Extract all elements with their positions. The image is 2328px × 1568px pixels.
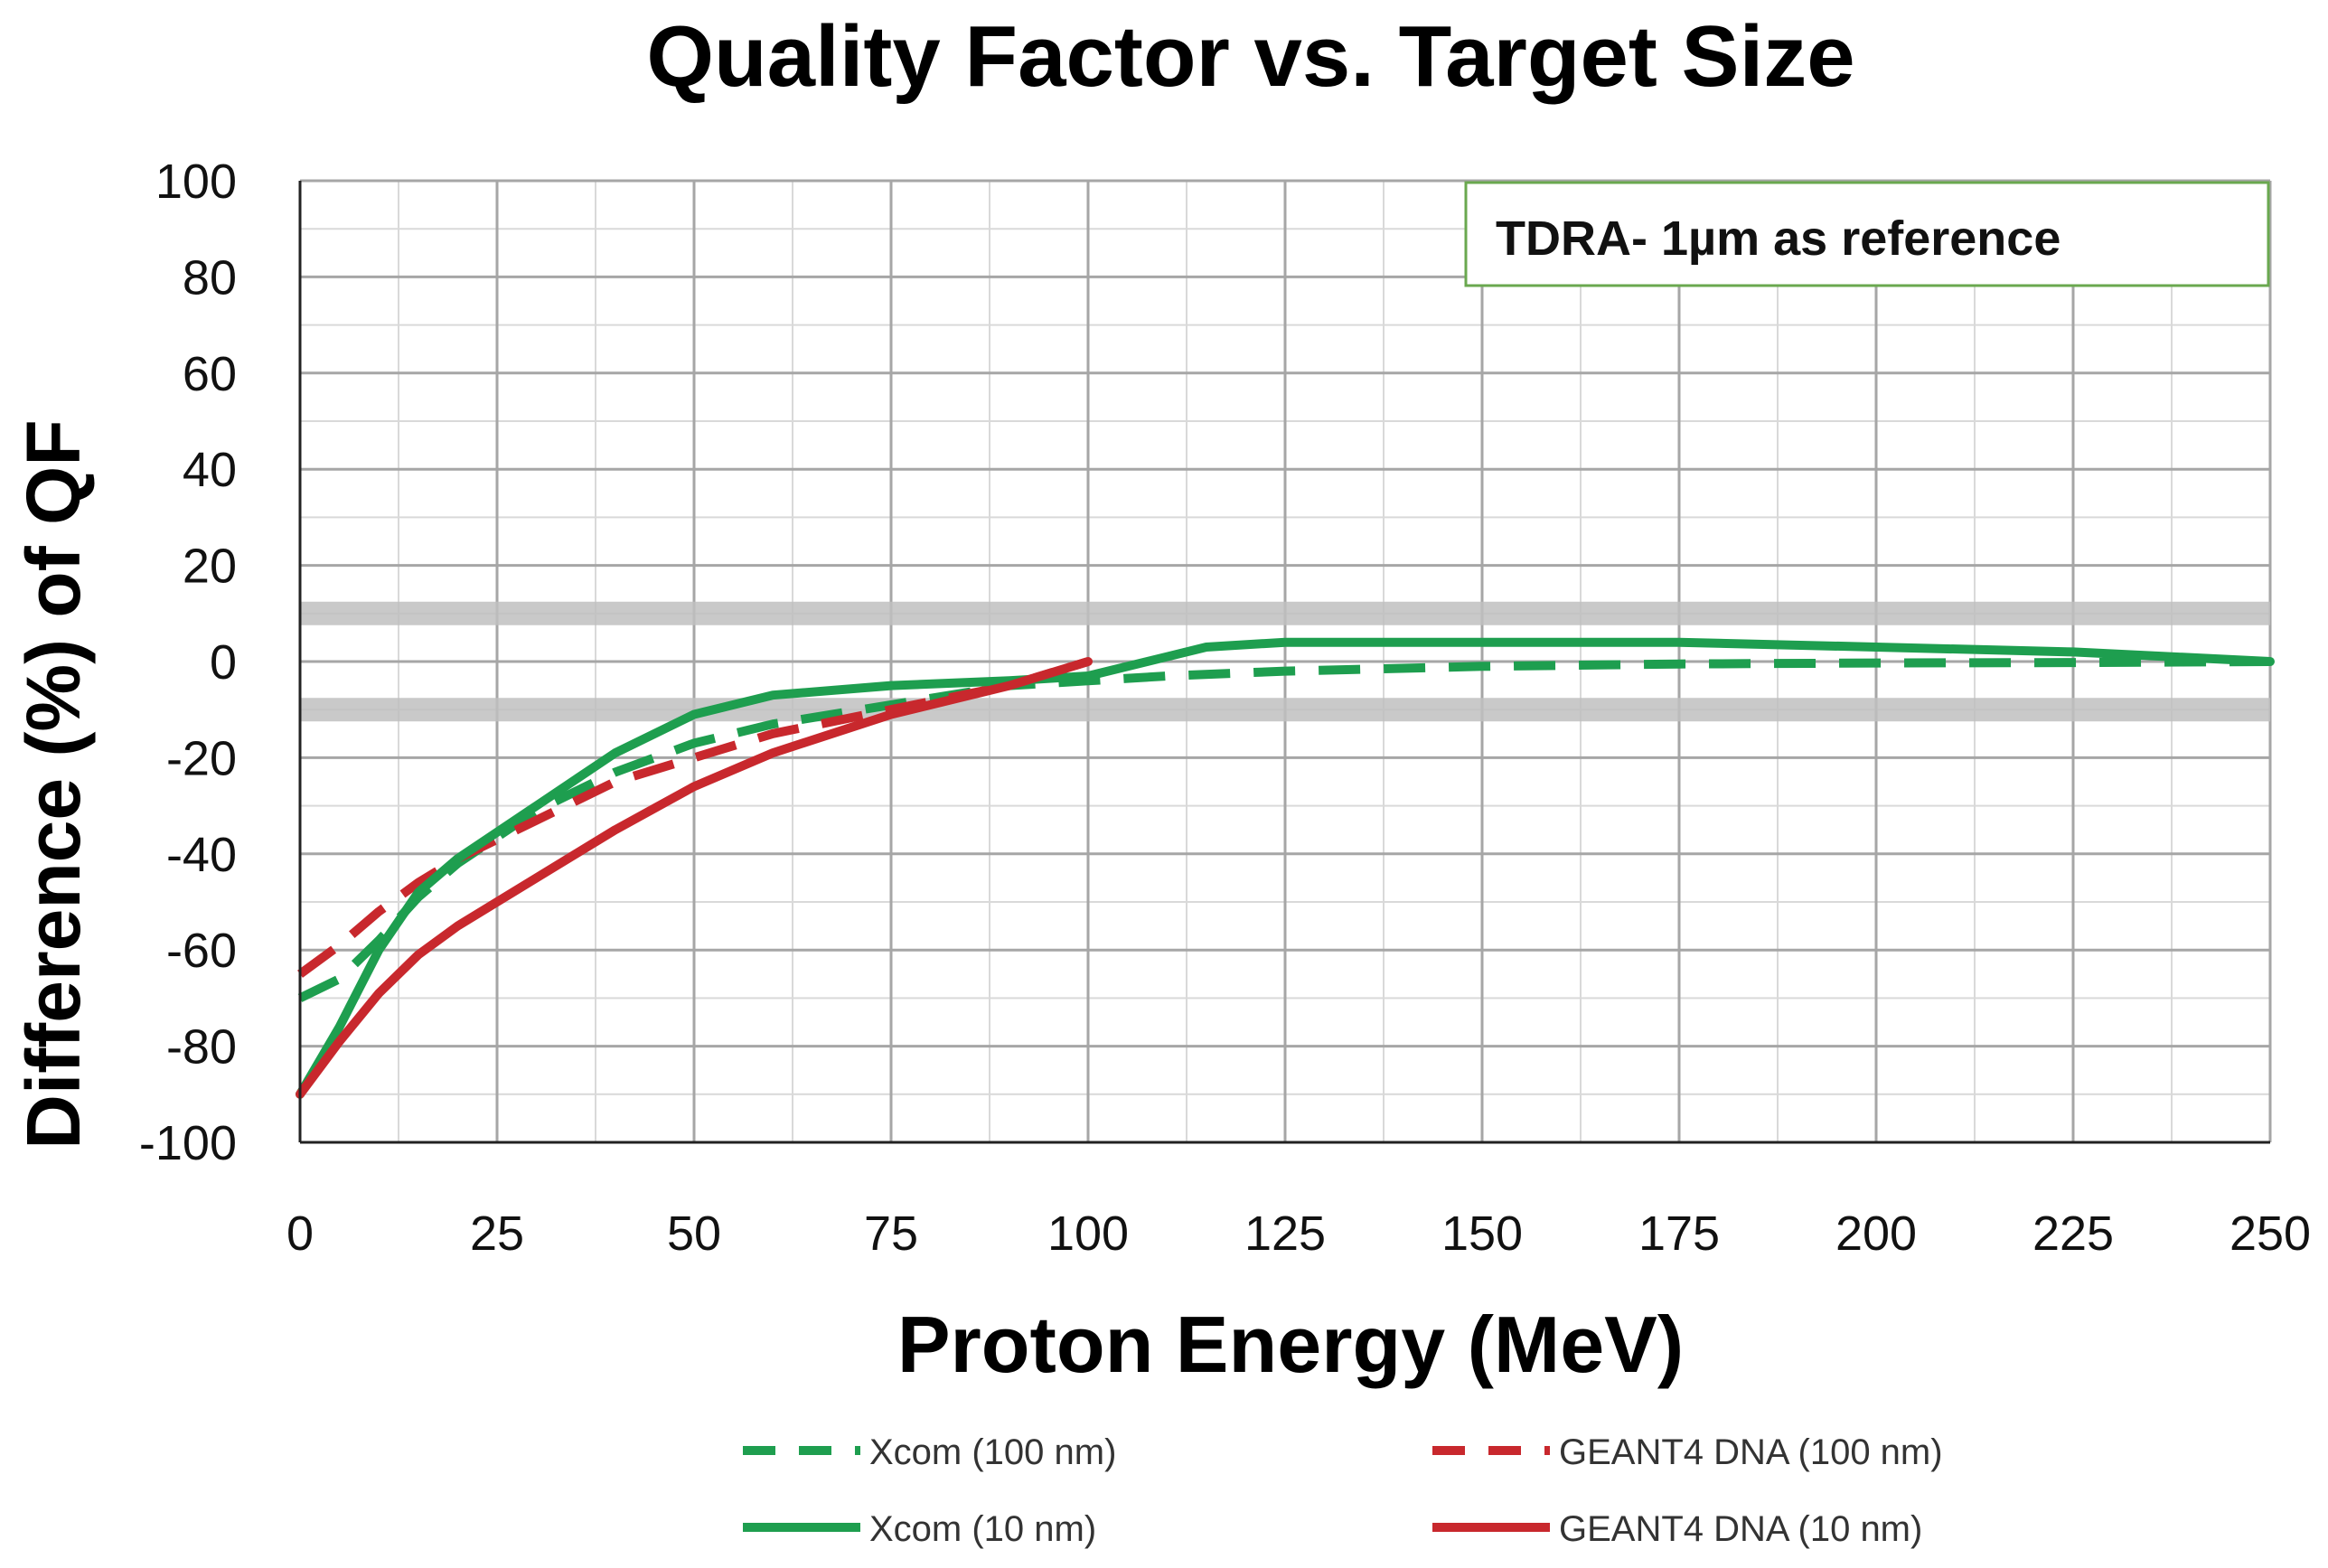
y-tick-label: -20	[166, 731, 237, 785]
series-line-xcom-10-nm	[296, 637, 2275, 1099]
legend: Xcom (100 nm) GEANT4 DNA (100 nm) Xcom (10…	[743, 1432, 1943, 1549]
y-tick-label: 40	[183, 443, 237, 497]
x-tick-label: 50	[667, 1207, 721, 1261]
x-tick-label: 100	[1047, 1207, 1129, 1261]
legend-label: Xcom (10 nm)	[869, 1509, 1096, 1549]
annotation-box: TDRA- 1µm as reference	[1464, 181, 2270, 287]
series-line-geant4-dna-10-nm	[296, 657, 1093, 1099]
y-tick-label: 0	[210, 635, 237, 690]
legend-label: Xcom (100 nm)	[869, 1432, 1116, 1472]
y-tick-label: -80	[166, 1020, 237, 1075]
y-tick-labels: 100 80 60 40 20 0 -20 -40 -60 -80 -100	[139, 155, 237, 1170]
reference-bands	[300, 601, 2270, 722]
chart-title: Quality Factor vs. Target Size	[646, 8, 1854, 105]
x-tick-label: 125	[1244, 1207, 1326, 1261]
x-tick-label: 200	[1835, 1207, 1917, 1261]
annotation-text: TDRA- 1µm as reference	[1496, 211, 2060, 266]
y-tick-label: 60	[183, 347, 237, 401]
series-layer	[296, 637, 2275, 1099]
annotation-border	[1464, 181, 2270, 287]
y-tick-label: -40	[166, 828, 237, 882]
y-tick-label: 100	[155, 155, 237, 209]
x-axis-title: Proton Energy (MeV)	[897, 1300, 1684, 1389]
x-tick-label: 150	[1441, 1207, 1523, 1261]
x-tick-label: 225	[2032, 1207, 2114, 1261]
legend-label: GEANT4 DNA (100 nm)	[1559, 1432, 1943, 1472]
x-tick-label: 0	[286, 1207, 314, 1261]
x-tick-label: 250	[2229, 1207, 2311, 1261]
y-tick-label: 80	[183, 250, 237, 305]
axes	[298, 181, 2270, 1144]
x-tick-label: 175	[1638, 1207, 1720, 1261]
y-tick-label: -60	[166, 924, 237, 978]
x-tick-label: 75	[864, 1207, 918, 1261]
y-tick-label: 20	[183, 540, 237, 594]
legend-label: GEANT4 DNA (10 nm)	[1559, 1509, 1922, 1549]
x-tick-labels: 0 25 50 75 100 125 150 175 200 225 250	[286, 1207, 2311, 1261]
y-axis-title: Difference (%) of QF	[11, 419, 96, 1149]
major-gridlines	[298, 179, 2272, 1144]
y-tick-label: -100	[139, 1116, 237, 1170]
x-tick-label: 25	[470, 1207, 524, 1261]
